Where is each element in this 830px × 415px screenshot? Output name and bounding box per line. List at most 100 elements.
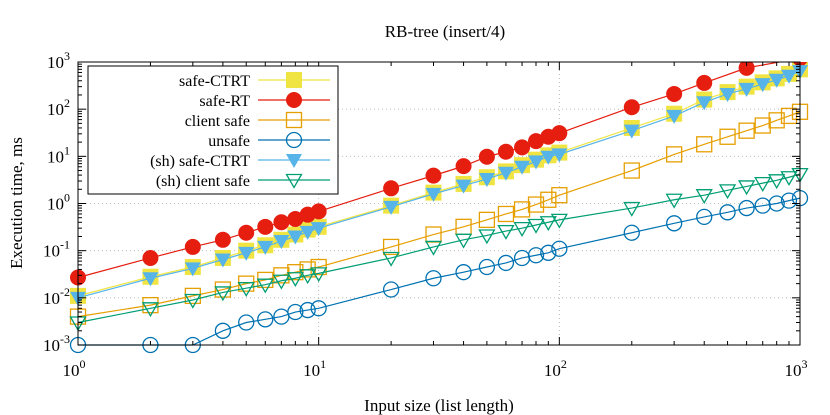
legend-label: (sh) client safe [156,173,250,190]
y-tick-label: 101 [47,143,70,166]
data-point [696,96,713,111]
legend-label: unsafe [208,133,250,150]
data-point [142,296,159,314]
legend-item: safe-CTRT [179,72,330,90]
data-point [695,189,713,204]
legend-item: safe-RT [199,92,330,110]
data-point [214,322,232,339]
data-point [754,197,771,214]
data-point [551,187,568,204]
data-point [238,224,255,241]
data-point [666,109,683,124]
data-point [768,73,785,88]
legend-label: (sh) safe-CTRT [150,153,250,170]
data-point [382,251,400,267]
y-tick-label: 103 [47,49,70,72]
data-point [142,272,159,287]
data-point [623,224,640,241]
data-point [497,254,515,272]
data-point [272,274,291,290]
series-line-client-safe [77,111,801,318]
data-point [257,218,274,235]
series-sh-safe-ctrt [70,65,808,306]
data-point [478,211,496,229]
legend-marker [286,72,302,88]
data-point [286,272,304,288]
data-point [287,230,304,245]
data-point [237,282,255,298]
data-point [754,78,771,93]
series-line-sh-client-safe [77,173,801,324]
data-point [382,281,400,298]
data-point [768,174,786,190]
data-point [666,146,683,163]
data-point [141,302,160,318]
data-point [737,180,756,196]
data-point [310,300,327,317]
legend-marker [285,173,303,189]
legend-marker [285,111,303,129]
data-point [513,201,531,218]
data-point [214,286,232,302]
data-point [257,240,274,255]
series-line-safe-ctrt [77,68,801,297]
data-point [287,303,304,321]
data-point [719,204,736,221]
data-point [257,311,274,328]
legend-item: client safe [185,111,330,130]
data-point [528,133,545,150]
data-point [539,216,557,232]
series-client-safe [69,103,809,325]
data-point [738,82,755,97]
y-tick-label: 10-3 [43,332,70,355]
data-point [665,193,683,209]
series-line-unsafe [78,197,801,346]
data-point [424,240,443,256]
data-point [455,264,472,281]
data-point [310,203,327,220]
data-point [768,195,785,212]
data-point [551,240,568,257]
data-point [780,107,798,125]
data-point [142,249,159,266]
chart-title: RB-tree (insert/4) [385,22,505,41]
data-point [497,166,514,181]
data-point [780,192,798,209]
data-point [310,267,328,283]
y-tick-labels: 10-3 10-2 10-1 100 101 102 103 [43,49,70,355]
data-point [551,125,568,142]
x-tick-label: 103 [785,357,808,380]
data-point [382,238,400,256]
legend-label: safe-CTRT [179,73,250,90]
data-point [719,128,736,145]
data-point [719,87,736,102]
legend-marker [285,131,303,149]
legend-marker [286,92,302,108]
data-point [478,148,495,165]
legend: safe-CTRT safe-RT client safe unsafe (sh) sa… [87,65,339,195]
x-tick-label: 100 [63,357,86,380]
data-point [425,187,442,202]
data-point [478,229,496,245]
data-point [768,112,785,129]
legend-item: unsafe [208,131,330,150]
series-sh-client-safe [69,167,809,332]
data-point [754,117,771,134]
data-point [540,244,557,261]
data-point [696,74,713,91]
x-tick-label: 102 [544,357,567,380]
series-unsafe [69,189,809,354]
data-point [256,278,274,294]
data-point [383,180,400,197]
data-point [497,205,515,223]
data-point [551,148,568,163]
data-point [425,270,442,287]
data-point [299,269,317,285]
data-point [623,124,640,139]
data-point [238,314,255,331]
y-tick-label: 100 [47,191,70,214]
data-point [623,162,640,179]
y-tick-label: 10-2 [43,285,70,308]
data-point [528,155,545,170]
